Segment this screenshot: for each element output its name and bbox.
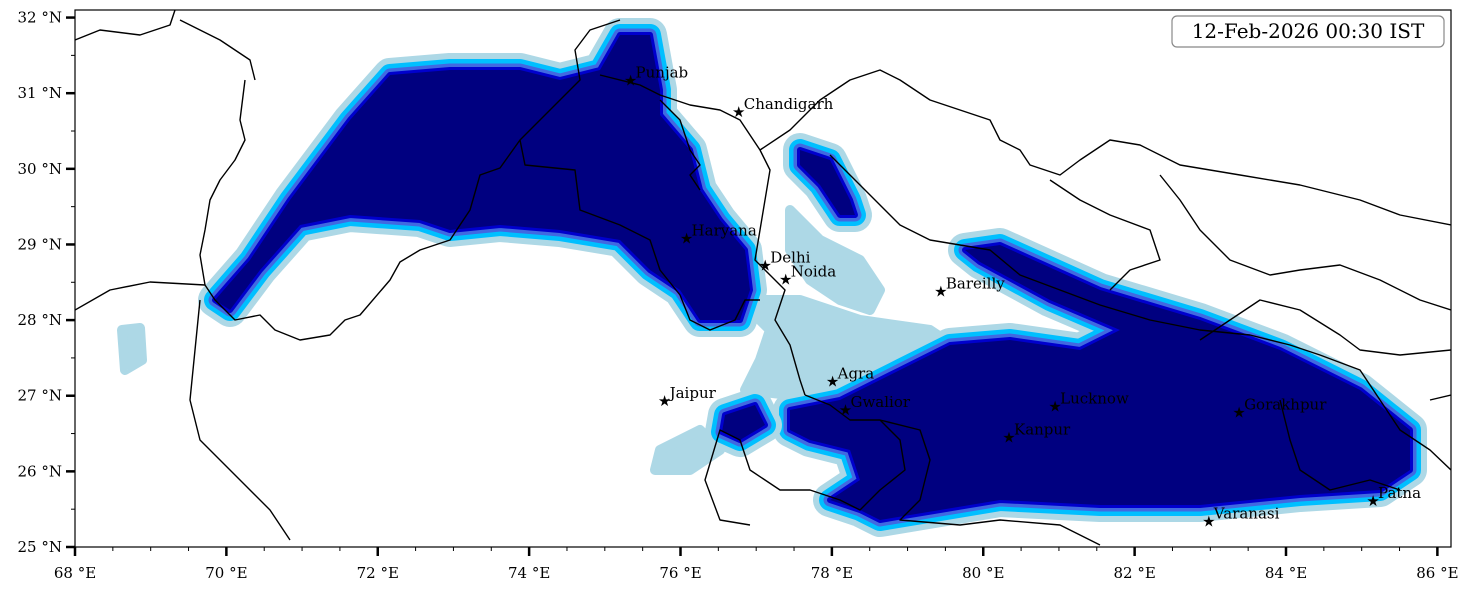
y-tick-label: 31 °N [18, 84, 62, 102]
city-label: Agra [837, 364, 875, 382]
y-tick-label: 27 °N [18, 387, 62, 405]
city-jaipur: ★Jaipur [658, 384, 717, 410]
city-varanasi: ★Varanasi [1202, 504, 1280, 530]
timestamp-label: 12-Feb-2026 00:30 IST [1192, 19, 1425, 43]
city-label: Lucknow [1060, 389, 1129, 407]
city-punjab: ★Punjab [624, 63, 688, 89]
plot-frame [74, 9, 1452, 548]
city-markers: ★Punjab★Chandigarh★Haryana★Delhi★Noida★B… [624, 63, 1421, 530]
fog-region-west [198, 18, 767, 337]
city-label: Patna [1378, 484, 1421, 502]
fog-contour-dense [790, 245, 1410, 520]
x-tick-label: 70 °E [205, 564, 247, 582]
star-icon: ★ [1048, 397, 1061, 415]
x-tick-label: 76 °E [659, 564, 701, 582]
x-tick-label: 84 °E [1265, 564, 1307, 582]
city-noida: ★Noida [779, 262, 836, 288]
fog-patch-light [785, 205, 885, 315]
city-haryana: ★Haryana [680, 221, 757, 247]
y-tick-label: 29 °N [18, 235, 62, 253]
city-label: Noida [791, 262, 837, 280]
fog-contour-dense [800, 150, 855, 215]
x-tick-label: 72 °E [357, 564, 399, 582]
fog-layer [75, 10, 1451, 546]
city-kanpur: ★Kanpur [1002, 420, 1071, 446]
x-tick-label: 68 °E [54, 564, 96, 582]
fog-patch-light [650, 425, 725, 475]
star-icon: ★ [624, 71, 637, 89]
city-label: Delhi [770, 249, 810, 267]
admin-borders [75, 10, 1451, 546]
x-tick-label: 86 °E [1416, 564, 1458, 582]
city-lucknow: ★Lucknow [1048, 389, 1129, 415]
y-tick-label: 26 °N [18, 462, 62, 480]
x-tick-label: 78 °E [811, 564, 853, 582]
star-icon: ★ [1232, 403, 1245, 421]
city-label: Chandigarh [744, 95, 834, 113]
axis-ticks: 68 °E 70 °E 72 °E 74 °E 76 °E 78 °E 80 °E 82 °E… [18, 9, 1459, 582]
city-delhi: ★Delhi [759, 249, 811, 275]
star-icon: ★ [779, 270, 792, 288]
star-icon: ★ [934, 282, 947, 300]
star-icon: ★ [1366, 492, 1379, 510]
city-label: Varanasi [1213, 504, 1280, 522]
city-label: Bareilly [946, 274, 1005, 292]
city-patna: ★Patna [1366, 484, 1421, 510]
city-label: Punjab [636, 63, 689, 81]
x-tick-label: 80 °E [962, 564, 1004, 582]
city-gwalior: ★Gwalior [839, 393, 911, 419]
star-icon: ★ [759, 257, 772, 275]
star-icon: ★ [839, 401, 852, 419]
y-tick-label: 32 °N [18, 9, 62, 27]
y-tick-label: 28 °N [18, 311, 62, 329]
city-agra: ★Agra [826, 364, 874, 390]
fog-patch-light [117, 323, 147, 375]
x-tick-label: 82 °E [1113, 564, 1155, 582]
fog-region-small [705, 388, 782, 457]
fog-region-north [783, 133, 872, 232]
city-gorakhpur: ★Gorakhpur [1232, 395, 1327, 421]
city-label: Jaipur [668, 384, 717, 402]
city-label: Gorakhpur [1244, 395, 1327, 413]
city-label: Haryana [692, 221, 757, 239]
y-tick-label: 30 °N [18, 160, 62, 178]
city-chandigarh: ★Chandigarh [732, 95, 834, 121]
star-icon: ★ [826, 372, 839, 390]
x-tick-label: 74 °E [508, 564, 550, 582]
fog-region-east [773, 228, 1427, 537]
star-icon: ★ [732, 103, 745, 121]
city-label: Gwalior [850, 393, 910, 411]
star-icon: ★ [1202, 512, 1215, 530]
city-label: Kanpur [1014, 420, 1071, 438]
star-icon: ★ [658, 392, 671, 410]
city-bareilly: ★Bareilly [934, 274, 1005, 300]
star-icon: ★ [680, 229, 693, 247]
fog-contour-dense [215, 35, 750, 320]
y-tick-label: 25 °N [18, 538, 62, 556]
timestamp-box: 12-Feb-2026 00:30 IST [1171, 15, 1445, 48]
fog-contour-dense [722, 405, 765, 440]
star-icon: ★ [1002, 428, 1015, 446]
